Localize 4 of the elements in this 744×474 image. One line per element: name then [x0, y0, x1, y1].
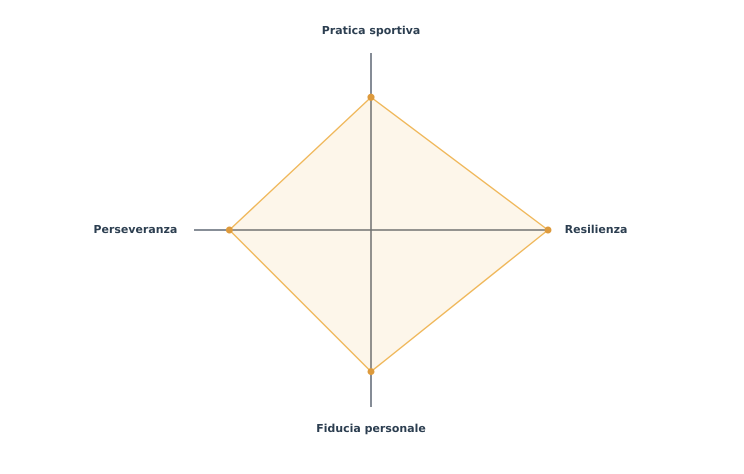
- spoke-label: Pratica sportiva: [322, 26, 420, 36]
- spoke-label: Resilienza: [566, 224, 627, 234]
- spoke-label: Perseveranza: [94, 225, 176, 234]
- spoke-label: Fiducia personale: [317, 424, 426, 434]
